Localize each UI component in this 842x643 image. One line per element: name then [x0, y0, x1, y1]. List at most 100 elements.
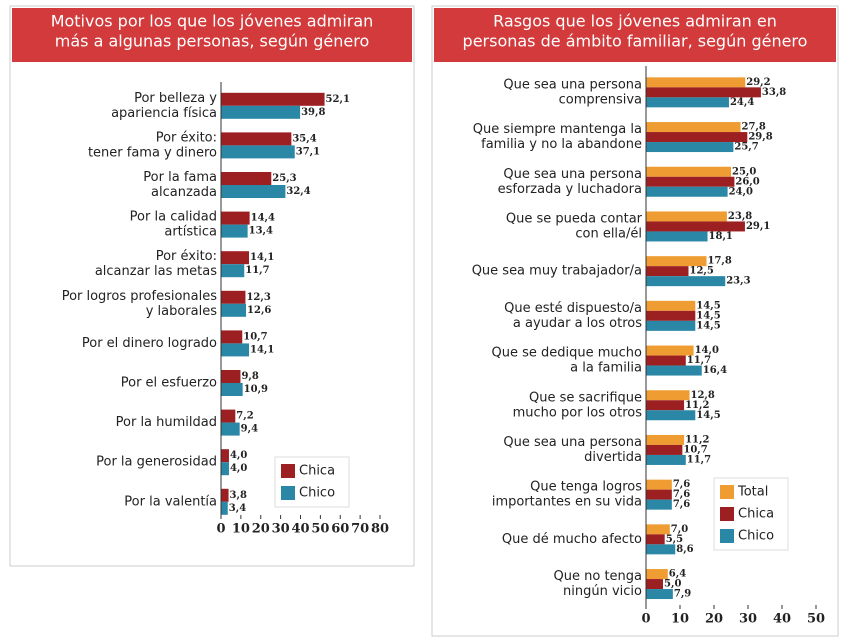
category-label: Que esté dispuesto/a — [504, 301, 642, 316]
value-label: 11,7 — [687, 355, 711, 366]
category-label: tener fama y dinero — [88, 145, 217, 160]
value-label: 10,7 — [683, 444, 707, 455]
bar — [646, 221, 745, 232]
x-tick-label: 20 — [252, 522, 270, 537]
value-label: 4,0 — [230, 463, 247, 474]
value-label: 9,8 — [241, 371, 258, 382]
bar — [646, 97, 729, 108]
category-label: y laborales — [146, 304, 218, 319]
bar — [221, 501, 228, 515]
category-label: Por el dinero logrado — [82, 336, 217, 351]
value-label: 5,5 — [666, 534, 683, 545]
value-label: 29,2 — [746, 77, 770, 88]
x-tick-label: 50 — [311, 522, 329, 537]
value-label: 5,0 — [664, 579, 681, 590]
chart-title: Motivos por los que los jóvenes admiran — [51, 12, 374, 31]
bar — [646, 276, 726, 287]
category-label: ningún vicio — [563, 584, 642, 599]
category-label: Que sea una persona — [503, 167, 642, 182]
legend-swatch — [281, 486, 295, 500]
bar — [646, 534, 665, 545]
bar — [646, 489, 672, 500]
x-tick-label: 80 — [371, 522, 389, 537]
bar — [646, 400, 685, 411]
category-label: divertida — [584, 450, 642, 465]
value-label: 9,4 — [241, 424, 258, 435]
x-tick-label: 70 — [351, 522, 369, 537]
value-label: 7,9 — [674, 589, 691, 600]
legend-label: Total — [737, 485, 768, 500]
bar — [221, 145, 295, 159]
category-label: Por el esfuerzo — [121, 376, 217, 391]
value-label: 7,6 — [673, 489, 690, 500]
value-label: 14,5 — [696, 300, 720, 311]
bar — [646, 320, 696, 331]
bar — [221, 105, 301, 119]
value-label: 12,6 — [247, 305, 271, 316]
value-label: 25,0 — [732, 166, 756, 177]
bar — [646, 310, 696, 321]
bar — [646, 524, 670, 535]
category-label: artística — [164, 225, 217, 240]
chart-title: Rasgos que los jóvenes admiran en — [493, 12, 777, 31]
legend-label: Chico — [738, 529, 774, 544]
bar — [221, 330, 243, 344]
bar — [221, 211, 250, 225]
value-label: 24,0 — [729, 186, 753, 197]
value-label: 14,5 — [696, 410, 720, 421]
bar — [646, 390, 690, 401]
category-label: Que siempre mantenga la — [473, 122, 642, 137]
legend-swatch — [720, 529, 734, 543]
category-label: Por belleza y — [134, 91, 217, 106]
category-label: Que se dedique mucho — [492, 346, 643, 361]
value-label: 18,1 — [709, 231, 733, 242]
left-title-bg — [12, 8, 412, 62]
value-label: 3,4 — [229, 503, 246, 514]
bar — [221, 264, 245, 278]
bar — [646, 569, 668, 580]
bar — [646, 434, 685, 445]
bar — [221, 422, 240, 436]
bar — [221, 383, 243, 396]
value-label: 14,0 — [695, 345, 719, 356]
value-label: 11,2 — [685, 434, 709, 445]
bar — [646, 77, 746, 88]
bar — [646, 256, 707, 267]
value-label: 14,1 — [250, 344, 274, 355]
value-label: 29,8 — [748, 132, 772, 143]
value-label: 10,9 — [244, 384, 268, 395]
category-label: alcanzada — [151, 185, 217, 200]
bar — [221, 132, 292, 146]
value-label: 29,1 — [746, 221, 770, 232]
bar — [221, 370, 241, 383]
bar — [221, 92, 325, 106]
category-label: Por la calidad — [130, 210, 217, 225]
bar — [646, 142, 734, 153]
category-label: apariencia física — [111, 106, 217, 121]
value-label: 11,2 — [685, 400, 709, 411]
bar — [646, 345, 694, 356]
value-label: 12,3 — [246, 292, 270, 303]
value-label: 23,8 — [728, 211, 752, 222]
value-label: 25,3 — [272, 173, 296, 184]
category-label: alcanzar las metas — [95, 264, 217, 279]
value-label: 14,5 — [696, 310, 720, 321]
category-label: esforzada y luchadora — [498, 182, 642, 197]
category-label: Por la valentía — [124, 494, 217, 509]
category-label: familia y no la abandone — [481, 137, 642, 152]
category-label: a ayudar a los otros — [513, 316, 642, 331]
bar — [646, 499, 672, 510]
value-label: 14,4 — [251, 213, 275, 224]
bar — [221, 343, 250, 357]
x-tick-label: 0 — [641, 612, 650, 627]
category-label: importantes en su vida — [492, 495, 642, 510]
category-label: Por la fama — [143, 170, 217, 185]
chart-title: más a algunas personas, según género — [55, 32, 369, 51]
value-label: 14,5 — [696, 320, 720, 331]
category-label: Que se pueda contar — [506, 211, 643, 226]
value-label: 35,4 — [292, 133, 316, 144]
category-label: Por la humildad — [116, 415, 217, 430]
value-label: 7,6 — [673, 479, 690, 490]
x-tick-label: 10 — [671, 612, 689, 627]
